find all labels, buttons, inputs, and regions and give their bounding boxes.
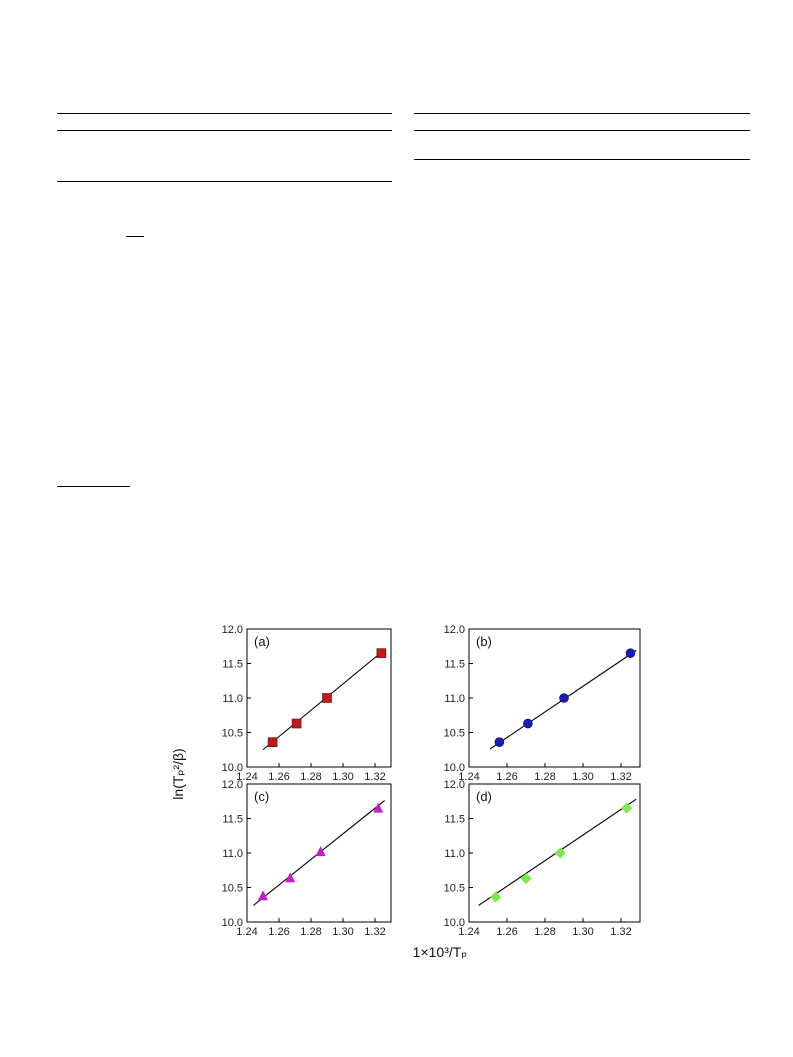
x-tick-label: 1.28	[300, 926, 321, 938]
left-table-top-rule	[57, 113, 392, 114]
fraction-bar	[126, 236, 144, 237]
panel-d-label: (d)	[476, 789, 492, 804]
y-tick-label: 10.5	[444, 883, 465, 895]
left-table-header-rule	[57, 130, 392, 131]
panel-b: (b) 1.24 1.26 1.28 1.30 1.32 10.0 10.5 11.0 11.5…	[444, 624, 641, 783]
x-tick-label: 1.30	[332, 771, 353, 783]
x-tick-label: 1.30	[572, 926, 593, 938]
data-point	[258, 890, 268, 901]
data-point	[520, 873, 532, 885]
y-tick-label: 12.0	[444, 624, 465, 636]
panel-a-points	[267, 648, 387, 747]
y-tick-label: 11.5	[444, 814, 465, 826]
y-tick-label: 10.0	[444, 917, 465, 929]
y-tick-label: 12.0	[222, 779, 243, 791]
y-tick-label: 11.0	[444, 693, 465, 705]
x-tick-label: 1.32	[610, 771, 631, 783]
x-tick-label: 1.24	[458, 926, 479, 938]
panel-b-ticks: 1.24 1.26 1.28 1.30 1.32 10.0 10.5 11.0 11.5 12.0	[444, 624, 632, 783]
left-table-bottom-rule	[57, 181, 392, 182]
y-tick-label: 11.0	[222, 848, 243, 860]
data-point	[376, 648, 387, 658]
panel-d: (d) 1.24 1.26 1.28 1.30 1.32 10.0 10.5 11.0 11.5…	[444, 779, 641, 938]
y-tick-label: 11.5	[444, 659, 465, 671]
panel-b-label: (b)	[476, 634, 492, 649]
x-tick-label: 1.32	[610, 926, 631, 938]
y-tick-label: 11.5	[222, 659, 243, 671]
x-tick-label: 1.28	[534, 926, 555, 938]
data-point	[559, 693, 569, 703]
right-table-top-rule	[414, 113, 750, 114]
data-point	[315, 846, 326, 857]
y-tick-label: 10.5	[222, 728, 243, 740]
right-table-header-rule	[414, 130, 750, 131]
x-tick-label: 1.28	[300, 771, 321, 783]
x-tick-label: 1.32	[364, 771, 385, 783]
y-tick-label: 10.0	[222, 762, 243, 774]
x-tick-label: 1.24	[236, 926, 257, 938]
y-tick-label: 10.5	[444, 728, 465, 740]
panel-a: (a) 1.24 1.26 1.28 1.30 1.32 10.0 10.5 11.0 11.5…	[222, 624, 392, 783]
y-tick-label: 11.0	[444, 848, 465, 860]
y-tick-label: 11.5	[222, 814, 243, 826]
panel-b-points	[494, 648, 636, 747]
data-point	[625, 648, 636, 658]
footnote-separator	[57, 486, 130, 487]
right-table-bottom-rule	[414, 159, 750, 160]
y-tick-label: 12.0	[222, 624, 243, 636]
panel-a-label: (a)	[254, 634, 270, 649]
x-axis-title: 1×10³/Tₚ	[413, 944, 468, 960]
y-tick-label: 11.0	[222, 693, 243, 705]
panel-c-points	[258, 802, 384, 901]
data-point	[621, 802, 633, 814]
data-point	[285, 872, 296, 883]
x-tick-label: 1.30	[572, 771, 593, 783]
x-tick-label: 1.26	[496, 771, 517, 783]
data-point	[490, 891, 502, 903]
data-point	[267, 737, 278, 747]
x-tick-label: 1.24	[236, 771, 257, 783]
data-point	[291, 718, 302, 729]
data-point	[523, 718, 533, 729]
panel-c: (c) 1.24 1.26 1.28 1.30 1.32 10.0 10.5 11.0 11.5…	[222, 779, 392, 938]
y-tick-label: 12.0	[444, 779, 465, 791]
x-tick-label: 1.24	[458, 771, 479, 783]
x-tick-label: 1.26	[496, 926, 517, 938]
x-tick-label: 1.30	[332, 926, 353, 938]
x-tick-label: 1.32	[364, 926, 385, 938]
data-point	[554, 847, 566, 859]
panel-a-ticks: 1.24 1.26 1.28 1.30 1.32 10.0 10.5 11.0 11.5 12.0	[222, 624, 386, 783]
panel-d-ticks: 1.24 1.26 1.28 1.30 1.32 10.0 10.5 11.0 11.5 12.0	[444, 779, 632, 938]
panel-c-ticks: 1.24 1.26 1.28 1.30 1.32 10.0 10.5 11.0 11.5 12.0	[222, 779, 386, 938]
data-point	[494, 737, 505, 747]
data-point	[322, 693, 332, 703]
y-axis-title: ln(Tₚ²/β)	[170, 748, 186, 799]
x-tick-label: 1.26	[268, 926, 289, 938]
panel-d-points	[490, 802, 633, 903]
x-tick-label: 1.26	[268, 771, 289, 783]
data-point	[373, 802, 384, 813]
panel-c-label: (c)	[254, 789, 269, 804]
y-tick-label: 10.5	[222, 883, 243, 895]
x-tick-label: 1.28	[534, 771, 555, 783]
y-tick-label: 10.0	[444, 762, 465, 774]
y-tick-label: 10.0	[222, 917, 243, 929]
